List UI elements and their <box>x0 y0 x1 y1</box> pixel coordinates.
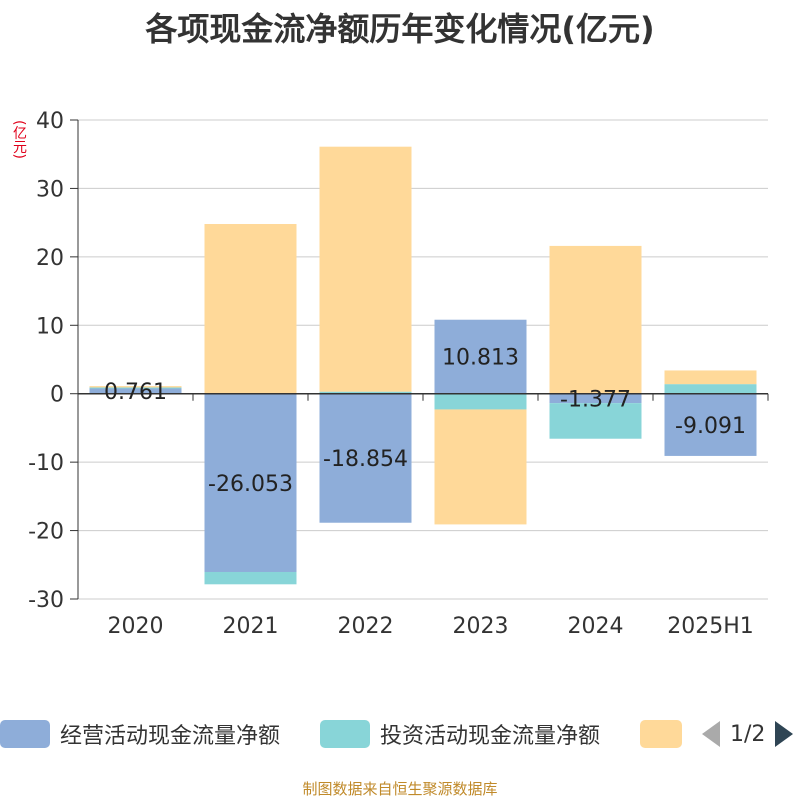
x-tick-label-2022: 2022 <box>338 614 394 639</box>
x-tick-label-2024: 2024 <box>568 614 624 639</box>
bar-0-2022 <box>319 393 412 523</box>
y-tick-label: 30 <box>36 177 64 202</box>
x-tick-label-2020: 2020 <box>108 614 164 639</box>
legend-item-operating[interactable]: 经营活动现金流量净额 <box>0 716 280 752</box>
grid-lines <box>78 119 768 600</box>
bar-0-2024 <box>549 393 642 404</box>
x-tick-label-2025H1: 2025H1 <box>667 614 754 639</box>
x-tick-label-2023: 2023 <box>453 614 509 639</box>
bar-chart: -30 -20 -10 0 10 20 30 40 2020 2021 2022 2023 2024 20… <box>28 109 769 639</box>
legend-next-page-icon[interactable] <box>775 721 794 747</box>
data-labels: 0.761 -26.053 -18.854 10.813 -1.377 -9.091 <box>104 346 746 497</box>
bar-1-2025H1 <box>664 384 757 394</box>
bar-2-2022 <box>319 146 412 392</box>
bars <box>89 146 757 585</box>
data-label-2022: -18.854 <box>323 447 408 472</box>
legend-label-operating: 经营活动现金流量净额 <box>60 724 281 749</box>
legend-item-financing[interactable] <box>640 716 682 752</box>
legend-label-investing: 投资活动现金流量净额 <box>380 724 601 749</box>
bar-2-2025H1 <box>664 370 757 385</box>
legend-swatch-operating <box>0 720 50 748</box>
legend-page-indicator: 1/2 <box>730 721 766 747</box>
legend-prev-page-icon[interactable] <box>702 721 720 747</box>
axes: -30 -20 -10 0 10 20 30 40 2020 2021 2022 2023 2024 20… <box>28 109 769 639</box>
y-axis-unit: (亿元) <box>11 120 27 159</box>
data-label-2020: 0.761 <box>104 380 167 405</box>
x-tick-label-2021: 2021 <box>223 614 279 639</box>
y-tick-label: -10 <box>28 451 64 476</box>
data-label-2023: 10.813 <box>442 346 519 371</box>
y-tick-label: 40 <box>36 109 64 134</box>
bar-1-2022 <box>319 391 412 394</box>
y-tick-label: 0 <box>50 383 64 408</box>
bar-1-2023 <box>434 393 527 410</box>
y-tick-label: -30 <box>28 588 64 613</box>
chart-title: 各项现金流净额历年变化情况(亿元) <box>145 10 655 48</box>
bar-1-2024 <box>549 403 642 439</box>
bar-2-2020 <box>89 386 182 388</box>
bar-2-2024 <box>549 245 642 394</box>
bar-2-2021 <box>204 224 297 394</box>
data-source-footer: 制图数据来自恒生聚源数据库 <box>302 780 498 798</box>
bar-1-2021 <box>204 571 297 585</box>
y-tick-label: 10 <box>36 314 64 339</box>
data-label-2025H1: -9.091 <box>675 414 746 439</box>
y-tick-label: -20 <box>28 520 64 545</box>
bar-0-2021 <box>204 393 297 572</box>
legend: 经营活动现金流量净额 投资活动现金流量净额 1/2 <box>0 716 800 752</box>
legend-item-investing[interactable]: 投资活动现金流量净额 <box>320 716 600 752</box>
legend-swatch-investing <box>320 720 370 748</box>
legend-pager: 1/2 <box>702 716 794 752</box>
bar-0-2023 <box>434 319 527 394</box>
bar-0-2020 <box>89 388 182 394</box>
bar-2-2023 <box>434 409 527 525</box>
y-tick-label: 20 <box>36 246 64 271</box>
data-label-2021: -26.053 <box>208 472 293 497</box>
legend-swatch-financing <box>640 720 682 748</box>
data-label-2024: -1.377 <box>560 387 631 412</box>
bar-1-2020 <box>89 387 182 389</box>
bar-0-2025H1 <box>664 393 757 456</box>
